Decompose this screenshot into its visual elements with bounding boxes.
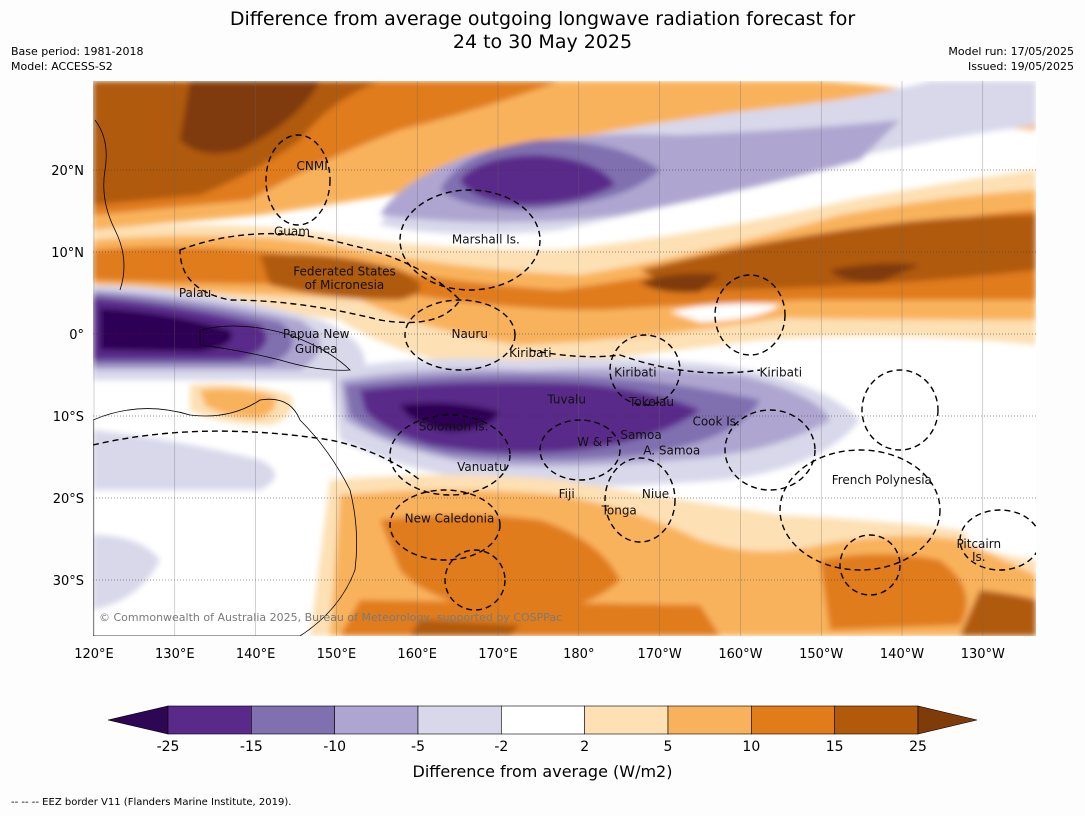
y-tick-label: 20°S (53, 492, 84, 507)
colorbar-swatch (667, 705, 752, 735)
region-label: Pitcairn (956, 537, 1001, 551)
region-label: Samoa (620, 428, 661, 442)
region-label: Nauru (451, 327, 487, 341)
title-line-1: Difference from average outgoing longwav… (229, 8, 856, 30)
region-label: W & F (577, 435, 613, 449)
eez-borders (93, 134, 1036, 611)
colorbar-tick-label: -5 (411, 739, 425, 755)
copyright-text: © Commonwealth of Australia 2025, Bureau… (99, 611, 562, 624)
colorbar-swatch (167, 705, 252, 735)
x-tick-label: 150°E (317, 647, 357, 662)
footnote: -- -- -- EEZ border V11 (Flanders Marine… (11, 797, 292, 808)
x-tick-label: 160°E (397, 647, 437, 662)
colorbar-tick-label: 25 (909, 739, 927, 755)
region-label: Palau (179, 286, 211, 300)
x-tick-label: 180° (563, 647, 594, 662)
colorbar-tick-label: -25 (157, 739, 180, 755)
x-tick-label: 160°W (718, 647, 762, 662)
gridlines (93, 81, 1036, 636)
colorbar-extend-high (917, 705, 978, 735)
x-tick-label: 140°E (236, 647, 276, 662)
colorbar-swatch (751, 705, 835, 735)
region-label: Tonga (601, 503, 637, 517)
colorbar-tick-label: 15 (826, 739, 844, 755)
colorbar-swatch (584, 705, 669, 735)
colorbar-swatch (334, 705, 419, 735)
axis-ticks: 120°E 130°E 140°E 150°E 160°E 170°E 180° 170°W 1… (51, 164, 1005, 662)
colorbar-tick-label: -15 (240, 739, 263, 755)
x-tick-label: 130°E (155, 647, 195, 662)
model-name: Model: ACCESS-S2 (11, 60, 113, 73)
model-run: Model run: 17/05/2025 (948, 45, 1074, 58)
region-label: Kiribati (509, 346, 551, 360)
region-label: French Polynesia (832, 473, 932, 487)
region-label: Vanuatu (457, 460, 507, 474)
x-tick-label: 140°W (880, 647, 924, 662)
region-label: New Caledonia (405, 512, 495, 526)
colorbar-swatch (417, 705, 502, 735)
colorbar-swatch (251, 705, 335, 735)
region-label: Tuvalu (546, 393, 586, 407)
region-label: Papua New (283, 327, 350, 341)
y-tick-label: 10°N (51, 246, 84, 261)
colorbar-tick-label: -10 (323, 739, 346, 755)
region-label: Guam (274, 225, 310, 239)
base-period: Base period: 1981-2018 (11, 45, 144, 58)
title-line-2: 24 to 30 May 2025 (452, 31, 633, 53)
colorbar-extend-low (107, 705, 169, 735)
region-label: A. Samoa (643, 443, 700, 457)
region-label: Kiribati (760, 366, 802, 380)
x-tick-label: 130°W (961, 647, 1005, 662)
region-label: Marshall Is. (452, 233, 520, 247)
colorbar-tick-label: 5 (664, 739, 673, 755)
x-tick-label: 150°W (799, 647, 843, 662)
chart-title: Difference from average outgoing longwav… (0, 8, 1085, 54)
y-tick-label: 30°S (53, 574, 84, 589)
region-label: Cook Is. (692, 415, 739, 429)
region-label: Tokelau (628, 395, 674, 409)
x-tick-label: 170°E (478, 647, 518, 662)
x-tick-label: 120°E (74, 647, 114, 662)
x-tick-label: 170°W (638, 647, 682, 662)
colorbar-tick-label: 2 (580, 739, 589, 755)
region-label: of Micronesia (305, 278, 385, 292)
colorbar-label: Difference from average (W/m2) (412, 762, 673, 781)
region-label: Solomon Is. (419, 420, 489, 434)
region-label: Is. (972, 550, 986, 564)
region-label: Guinea (295, 342, 338, 356)
anomaly-field (93, 81, 1036, 636)
colorbar-tick-label: -2 (494, 739, 508, 755)
colorbar-swatch (501, 705, 585, 735)
y-tick-label: 20°N (51, 164, 84, 179)
colorbar: -25 -15 -10 -5 -2 2 5 10 15 25 (107, 705, 978, 755)
region-label: Kiribati (614, 366, 656, 380)
y-tick-label: 0° (69, 328, 84, 343)
colorbar-tick-label: 10 (742, 739, 760, 755)
region-label: Federated States (293, 265, 395, 279)
region-label: Niue (642, 487, 669, 501)
issued-date: Issued: 19/05/2025 (967, 60, 1074, 73)
meta-right: Model run: 17/05/2025 Issued: 19/05/2025 (948, 44, 1074, 74)
region-label: CNMI (297, 159, 328, 173)
y-tick-label: 10°S (53, 410, 84, 425)
meta-left: Base period: 1981-2018 Model: ACCESS-S2 (11, 44, 143, 74)
colorbar-swatch (834, 705, 919, 735)
region-label: Fiji (559, 487, 575, 501)
